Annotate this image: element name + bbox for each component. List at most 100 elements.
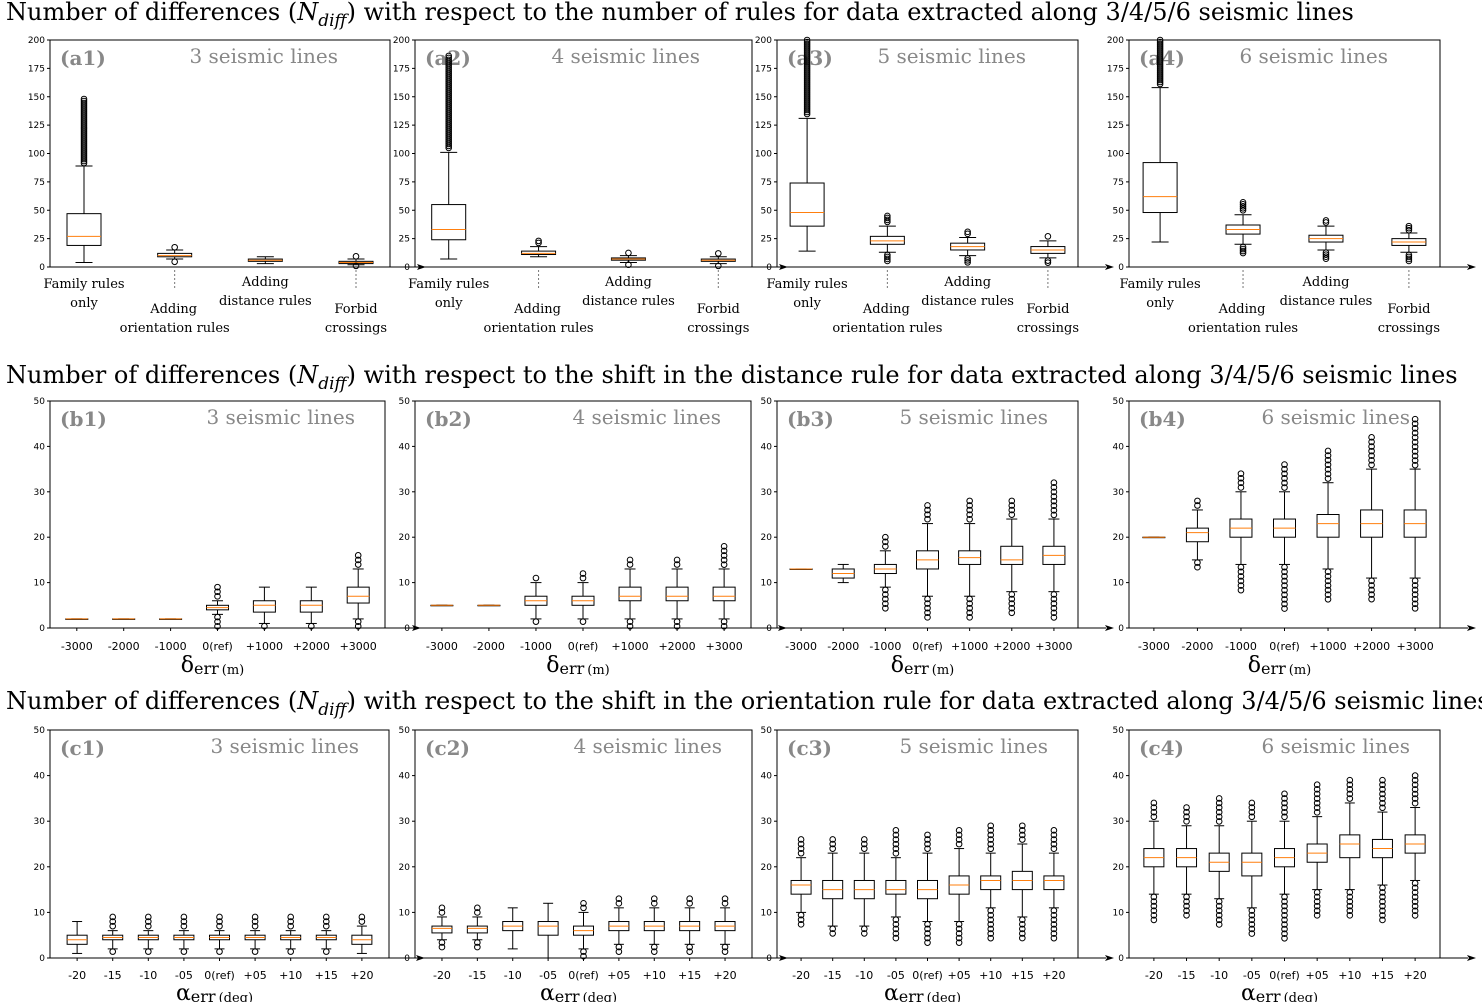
box-5: 0(ref) — [912, 831, 943, 982]
x-tick-label: +20 — [350, 969, 373, 982]
flier-high — [287, 913, 294, 921]
y-tick-label: 30 — [399, 817, 411, 827]
flier-high — [686, 900, 693, 907]
x-category-label: only — [435, 296, 463, 311]
flier-low — [1411, 591, 1419, 598]
flier-low — [1215, 911, 1223, 919]
y-tick-label: 175 — [393, 64, 410, 74]
x-tick-label: -2000 — [473, 640, 505, 653]
flier-high — [251, 913, 259, 921]
flier-high — [1405, 222, 1413, 230]
flier-high — [964, 230, 971, 238]
flier-low — [1044, 259, 1052, 266]
flier-high — [474, 904, 481, 912]
flier-high — [1324, 470, 1332, 478]
flier-low — [1379, 898, 1386, 905]
x-tick-label: -3000 — [61, 640, 93, 653]
x-tick-label: +3000 — [340, 640, 377, 653]
flier-high — [1368, 452, 1375, 460]
plot-frame — [776, 729, 1079, 959]
x-axis-symbol-sub: err — [191, 987, 216, 1002]
box-1: -3000 — [426, 604, 458, 653]
flier-low — [924, 934, 931, 942]
y-tick-label: 50 — [399, 397, 411, 407]
x-category-label: crossings — [325, 321, 387, 336]
x-tick-label: -3000 — [785, 640, 817, 653]
flier-low — [966, 614, 973, 621]
x-category-label: distance rules — [219, 294, 312, 309]
panel-subtitle: 6 seismic lines — [1261, 405, 1410, 429]
row-c-title-sym: N — [297, 687, 319, 715]
box-iqr — [66, 213, 102, 246]
box-iqr — [869, 235, 905, 245]
flier-low — [1281, 563, 1288, 571]
flier-high — [1281, 470, 1288, 478]
y-tick-label: 175 — [1107, 64, 1124, 74]
y-tick-label: 0 — [404, 954, 410, 964]
flier-high — [955, 840, 963, 848]
x-axis-symbol: α — [1241, 981, 1256, 1002]
x-axis-unit: (deg) — [219, 991, 253, 1002]
flier-high — [1411, 443, 1419, 451]
flier-high — [1281, 461, 1288, 468]
flier-low — [216, 948, 223, 955]
panel-b3: 0 10 20 30 40 50 (b3) 5 seismic lines -3000 -2000… — [761, 397, 1114, 678]
box-iqr — [157, 252, 193, 258]
x-tick-label: -15 — [1178, 969, 1196, 982]
flier-high — [884, 218, 891, 226]
flier-high — [1379, 781, 1386, 789]
box-7: +10 — [643, 895, 666, 982]
flier-low — [1050, 609, 1058, 617]
flier-low — [1411, 582, 1419, 589]
x-category-label: orientation rules — [1188, 321, 1298, 336]
panel-label: (c3) — [787, 736, 832, 760]
x-tick-label: +15 — [315, 969, 338, 982]
x-tick-label: +15 — [1371, 969, 1394, 982]
flier-low — [1324, 582, 1332, 589]
flier-high — [882, 543, 889, 550]
x-category-label: Adding — [943, 275, 991, 290]
flier-low — [532, 618, 540, 625]
flier-high — [532, 574, 540, 582]
box-2: -2000 — [108, 618, 140, 653]
y-tick-label: 40 — [761, 442, 773, 452]
flier-high — [1281, 795, 1288, 802]
flier-high — [1215, 795, 1223, 802]
box-3: -10 — [1208, 795, 1230, 982]
panel-label: (b3) — [787, 407, 834, 431]
flier-low — [1215, 902, 1223, 910]
flier-low — [924, 939, 931, 946]
panel-subtitle: 6 seismic lines — [1261, 734, 1410, 758]
flier-high — [987, 840, 995, 848]
flier-high — [358, 918, 366, 925]
flier-low — [1379, 884, 1386, 892]
flier-low — [438, 939, 446, 946]
flier-low — [1183, 911, 1190, 919]
flier-low — [1346, 912, 1354, 919]
x-category-label: Forbid — [334, 302, 377, 317]
y-tick-label: 40 — [34, 772, 46, 782]
flier-high — [354, 552, 362, 559]
box-6: +05 — [947, 827, 971, 982]
flier-low — [1281, 582, 1288, 589]
flier-high — [1050, 831, 1058, 839]
x-category-label: crossings — [1378, 321, 1440, 336]
box-2: -2000 — [827, 563, 859, 653]
flier-low — [1150, 902, 1158, 910]
flier-high — [322, 913, 330, 921]
x-tick-label: +3000 — [1035, 640, 1072, 653]
box-iqr — [1339, 834, 1361, 859]
flier-low — [1050, 934, 1058, 942]
flier-low — [892, 916, 900, 923]
row-a-title-post: ) with respect to the number of rules fo… — [346, 0, 1354, 26]
flier-low — [1379, 916, 1386, 924]
box-6: +2000 — [993, 497, 1030, 653]
flier-low — [1346, 893, 1354, 901]
flier-low — [860, 930, 868, 937]
y-tick-label: 50 — [1113, 397, 1125, 407]
flier-low — [797, 911, 805, 919]
box-2: Adding orientation rules — [484, 237, 594, 336]
box-2: -15 — [1176, 804, 1198, 982]
box-3: -1000 — [155, 618, 187, 653]
box-1: -3000 — [61, 618, 93, 653]
